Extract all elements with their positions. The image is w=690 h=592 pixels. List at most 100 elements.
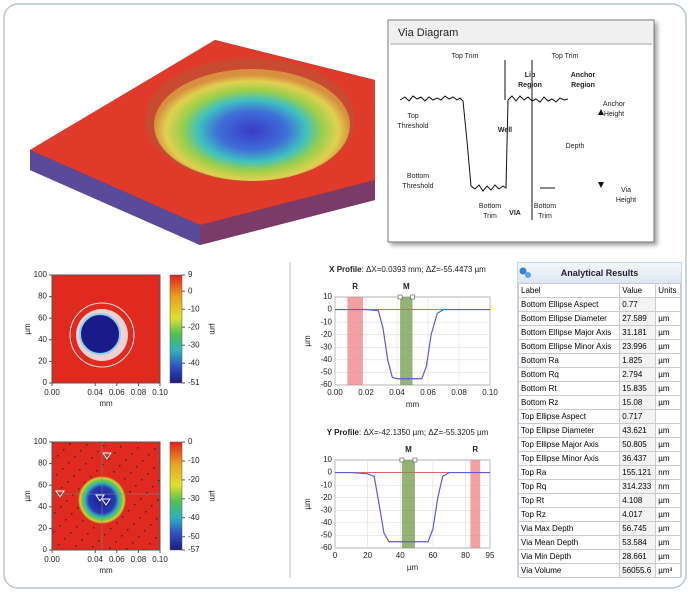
cursor-handle[interactable] [398, 295, 402, 299]
x-tick-label: 0.04 [87, 555, 103, 564]
y-tick-label: -50 [320, 531, 332, 540]
y-tick-label: -40 [320, 518, 332, 527]
y-tick-label: 100 [34, 270, 48, 279]
table-cell: 31.181 [620, 326, 656, 340]
heatmap-noise [87, 533, 89, 535]
heatmap-noise [54, 512, 56, 514]
heatmap-noise [57, 455, 59, 457]
table-cell: µm [656, 536, 681, 550]
x-tick-label: 20 [363, 551, 372, 560]
cursor-band [400, 297, 412, 385]
heatmap-noise [98, 540, 100, 542]
table-cell: 4.108 [620, 494, 656, 508]
heatmap-noise [104, 534, 106, 536]
table-cell: Via Volume [519, 564, 620, 578]
heatmap-noise [133, 523, 135, 525]
table-cell: µm [656, 452, 681, 466]
x-tick-label: 0.10 [152, 555, 168, 564]
colorbar-tick-label: -57 [188, 545, 200, 554]
x-tick-label: 0.06 [109, 555, 125, 564]
heatmap-noise [85, 463, 87, 465]
heatmap-noise [113, 471, 115, 473]
heatmap-noise [93, 527, 95, 529]
table-cell: 15.835 [620, 382, 656, 396]
profile-title-label: X Profile [329, 265, 362, 274]
diagram-label: Region [518, 82, 542, 89]
table-row: Top Ellipse Minor Axis36.437µm [519, 452, 681, 466]
cursor-label[interactable]: M [405, 445, 412, 454]
heatmap-noise [124, 478, 126, 480]
y-tick-label: -10 [320, 480, 332, 489]
table-cell: 56.745 [620, 522, 656, 536]
heatmap-noise [151, 505, 153, 507]
cursor-label[interactable]: R [472, 445, 478, 454]
table-cell [656, 298, 681, 312]
diagram-label: Top Trim [452, 53, 479, 60]
table-row: Bottom Ellipse Aspect0.77 [519, 298, 681, 312]
table-cell: Top Rq [519, 480, 620, 494]
table-row: Bottom Ra1.825µm [519, 354, 681, 368]
diagram-label: Trim [538, 213, 552, 220]
colorbar-tick-label: 9 [188, 270, 193, 279]
heatmap-noise [64, 538, 66, 540]
x-tick-label: 0.06 [109, 388, 125, 397]
profile-title-text: : ΔX=-42.1350 µm; ΔZ=-55.3205 µm [359, 428, 489, 437]
heatmap-noise [121, 535, 123, 537]
cursor-label[interactable]: R [352, 282, 358, 291]
heatmap-noise [53, 531, 55, 533]
table-cell: Bottom Rz [519, 396, 620, 410]
y-axis-label: µm [303, 498, 312, 510]
heatmap-noise [103, 445, 105, 447]
table-row: Bottom Ellipse Diameter27.589µm [519, 312, 681, 326]
cursor-handle[interactable] [413, 458, 417, 462]
heatmap-noise [150, 524, 152, 526]
table-cell: 27.589 [620, 312, 656, 326]
y-tick-label: 80 [38, 459, 47, 468]
y-tick-label: -40 [320, 355, 332, 364]
diagram-label: Via [621, 187, 631, 194]
table-cell: Value [620, 284, 656, 298]
heatmap-noise [60, 506, 62, 508]
colorbar-tick-label: -40 [188, 513, 200, 522]
heatmap-noise [134, 504, 136, 506]
settings-icon[interactable] [518, 266, 532, 280]
diagram-label: Height [616, 197, 636, 204]
table-cell: µm [656, 312, 681, 326]
y-tick-label: 60 [38, 480, 47, 489]
table-cell: 4.017 [620, 508, 656, 522]
diagram-label: Region [571, 82, 595, 89]
colorbar-tick-label: -20 [188, 475, 200, 484]
table-cell: Bottom Ellipse Diameter [519, 312, 620, 326]
table-cell: µm [656, 494, 681, 508]
table-row: Bottom Rz15.08µm [519, 396, 681, 410]
cursor-handle[interactable] [400, 458, 404, 462]
y-axis-label: µm [23, 323, 32, 335]
diagram-label: Height [604, 111, 624, 118]
heatmap-noise [145, 511, 147, 513]
cursor-handle[interactable] [411, 295, 415, 299]
heatmap-noise [110, 528, 112, 530]
heatmap-noise [75, 545, 77, 547]
heatmap-noise [127, 529, 129, 531]
heatmap-noise [131, 453, 133, 455]
heatmap-noise [91, 457, 93, 459]
heatmap-noise [68, 462, 70, 464]
table-cell: µm [656, 326, 681, 340]
diagram-label: Depth [566, 143, 585, 150]
heatmap-noise [144, 530, 146, 532]
y-tick-label: 60 [38, 313, 47, 322]
heatmap-noise [126, 548, 128, 550]
y-tick-label: -10 [320, 317, 332, 326]
colorbar-tick-label: -50 [188, 532, 200, 541]
heatmap-noise [78, 488, 80, 490]
table-cell: Units [656, 284, 681, 298]
y-tick-label: 0 [328, 468, 333, 477]
heatmap-noise [69, 443, 71, 445]
cursor-label[interactable]: M [403, 282, 410, 291]
table-row: Top Ellipse Aspect0.717 [519, 410, 681, 424]
table-row: Via Mean Depth53.584µm [519, 536, 681, 550]
y-tick-label: 10 [323, 292, 332, 301]
x-tick-label: 0.06 [420, 388, 436, 397]
